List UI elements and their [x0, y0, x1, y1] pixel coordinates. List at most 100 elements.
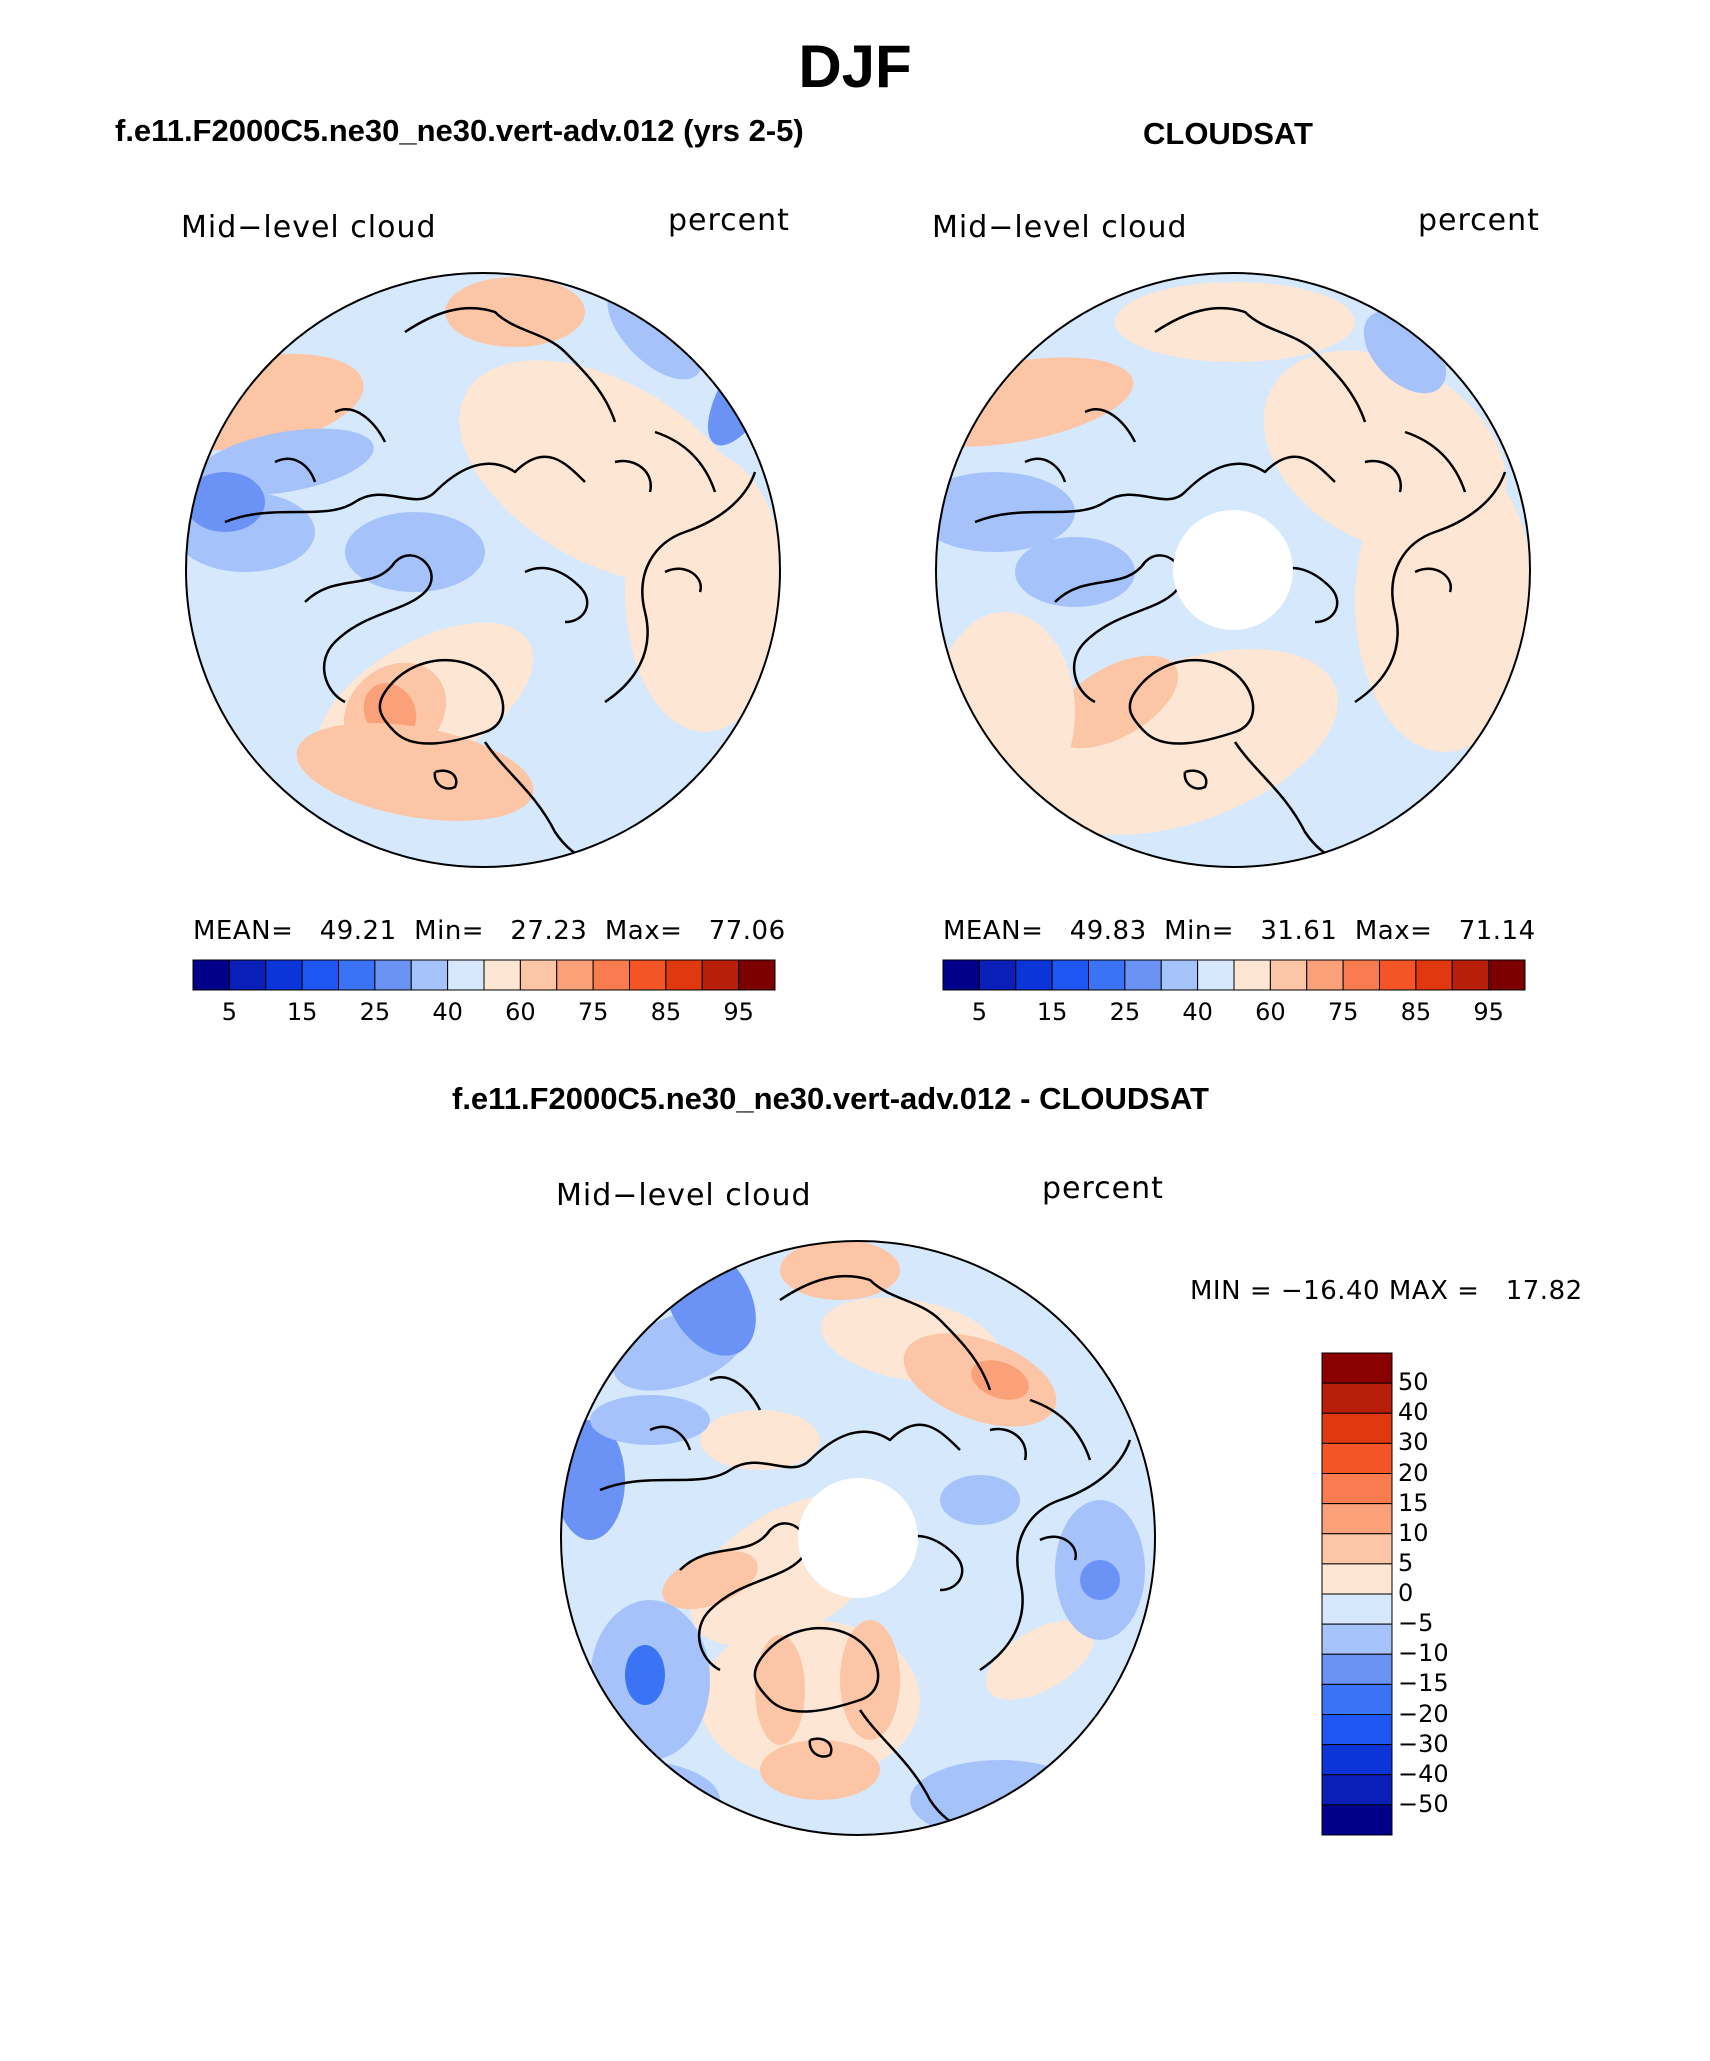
panel1-colorbar-swatch: [665, 959, 703, 991]
panel1-colorbar-swatch: [192, 959, 230, 991]
panel1-colorbar-swatch: [301, 959, 339, 991]
diff-field: [760, 1740, 880, 1800]
panel2-colorbar-swatch: [1233, 959, 1271, 991]
panel1-colorbar-swatch: [374, 959, 412, 991]
diff-colorbar-swatch: [1321, 1563, 1393, 1595]
cloud-field: [936, 472, 1075, 552]
panel2-colorbar-tick-label: 95: [1473, 998, 1504, 1026]
cloud-field: [1115, 282, 1355, 362]
coastline: [304, 554, 433, 704]
panel2-colorbar-tick-label: 75: [1327, 998, 1359, 1026]
panel2-colorbar-swatch: [978, 959, 1017, 991]
panel2-colorbar: [942, 959, 1526, 991]
diff-colorbar-swatch: [1321, 1412, 1393, 1444]
panel2-colorbar-swatch: [1088, 959, 1126, 991]
coastline: [974, 455, 1336, 524]
coastline: [1054, 554, 1183, 704]
coastline: [1183, 769, 1208, 790]
panel2-colorbar-swatch: [1197, 959, 1235, 991]
coastline: [1364, 459, 1452, 593]
panel2-colorbar-swatch: [1269, 959, 1308, 991]
cloud-field: [936, 612, 1075, 812]
diff-units-label: percent: [1042, 1171, 1164, 1206]
panel1-colorbar-tick-label: 5: [221, 998, 238, 1026]
coastline: [989, 1427, 1077, 1561]
diff-colorbar-tick-label: 5: [1398, 1548, 1414, 1577]
diff-colorbar-tick-label: −40: [1398, 1759, 1449, 1788]
diff-colorbar-tick-label: 0: [1398, 1579, 1414, 1607]
panel1-colorbar-tick-label: 15: [286, 998, 318, 1026]
coastline: [614, 459, 702, 593]
panel1-colorbar-swatch: [738, 959, 776, 991]
cloud-field: [296, 723, 534, 821]
panel1-field-label: Mid−level cloud: [181, 210, 437, 245]
diff-subtitle: f.e11.F2000C5.ne30_ne30.vert-adv.012 - C…: [452, 1081, 1209, 1116]
diff-colorbar-swatch: [1321, 1683, 1393, 1715]
coastline: [1404, 430, 1467, 493]
panel1-colorbar-swatch: [519, 959, 558, 991]
panel1-colorbar-swatch: [338, 959, 376, 991]
diff-colorbar-tick-label: −20: [1398, 1699, 1449, 1728]
coastline: [433, 769, 458, 790]
coastline: [604, 471, 757, 704]
diff-colorbar-swatch: [1321, 1593, 1393, 1625]
coastline: [404, 306, 617, 423]
panel2-units-label: percent: [1418, 203, 1540, 238]
panel2-colorbar-swatch: [1451, 959, 1490, 991]
diff-colorbar-swatch: [1321, 1623, 1393, 1655]
panel1-colorbar-swatch: [592, 959, 630, 991]
panel1-colorbar-swatch: [556, 959, 594, 991]
panel1-colorbar-ticks: 5 15 25 40 60 75 85 95: [193, 998, 775, 1028]
coastline: [979, 1439, 1132, 1672]
panel2-colorbar-swatch: [1160, 959, 1199, 991]
coastline: [753, 1626, 880, 1713]
coastline: [524, 566, 589, 624]
diff-colorbar-swatch: [1321, 1382, 1393, 1414]
diff-colorbar-swatch: [1321, 1653, 1393, 1685]
diff-field: [755, 1635, 805, 1745]
panel1-colorbar-swatch: [265, 959, 303, 991]
coastline: [599, 1423, 961, 1492]
diff-colorbar-ticks: 50 40 30 20 15 10 5 0 −5 −10 −15 −20 −30 −40 −50: [1398, 1353, 1498, 1835]
panel1-colorbar-swatch: [228, 959, 267, 991]
panel2-colorbar-swatch: [1051, 959, 1089, 991]
panel2-colorbar-swatch: [1306, 959, 1344, 991]
diff-colorbar-swatch: [1321, 1804, 1393, 1836]
coastline: [679, 1522, 808, 1672]
coastline: [224, 455, 586, 524]
diff-field: [985, 1620, 1095, 1700]
diff-colorbar-tick-label: 50: [1398, 1368, 1429, 1397]
diff-field: [561, 1760, 720, 1835]
panel2-field-label: Mid−level cloud: [932, 210, 1188, 245]
diff-minmax: MIN = −16.40 MAX = 17.82: [1190, 1276, 1583, 1306]
cloud-field: [625, 452, 780, 732]
panel2-colorbar-swatch: [1015, 959, 1053, 991]
coastline: [1128, 658, 1255, 745]
diff-field: [940, 1475, 1020, 1525]
diff-colorbar-tick-label: −5: [1398, 1609, 1434, 1638]
panel1-colorbar-swatch: [410, 959, 449, 991]
panel2-colorbar-swatch: [1488, 959, 1526, 991]
panel1-colorbar-swatch: [701, 959, 740, 991]
page-title: DJF: [798, 33, 912, 100]
diff-colorbar-swatch: [1321, 1473, 1393, 1505]
diff-colorbar-tick-label: −15: [1398, 1669, 1449, 1698]
cloud-field: [1355, 452, 1530, 752]
coastline: [1029, 1398, 1092, 1461]
diff-colorbar-tick-label: 30: [1398, 1428, 1429, 1457]
panel2-colorbar-swatch: [1379, 959, 1417, 991]
panel2-colorbar-tick-label: 60: [1255, 998, 1286, 1026]
coastline: [1154, 306, 1367, 423]
coastline: [1354, 471, 1507, 704]
coastline: [1024, 408, 1137, 483]
diff-colorbar-swatch: [1321, 1744, 1393, 1776]
panel1-colorbar-swatch: [629, 959, 667, 991]
diff-map: [560, 1240, 1156, 1836]
diff-field-label: Mid−level cloud: [556, 1178, 812, 1213]
panel1-colorbar-tick-label: 60: [505, 998, 536, 1026]
diff-field: [910, 1760, 1090, 1835]
diff-colorbar-tick-label: 10: [1398, 1518, 1429, 1547]
diff-colorbar-swatch: [1321, 1352, 1393, 1384]
panel1-map: [185, 272, 781, 868]
diff-colorbar-swatch: [1321, 1714, 1393, 1746]
